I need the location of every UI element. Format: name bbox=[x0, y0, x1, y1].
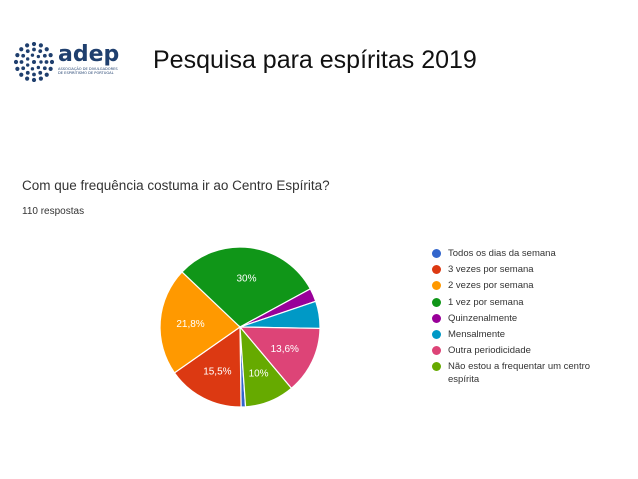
pie-slice bbox=[173, 325, 242, 408]
pie-slice bbox=[159, 271, 241, 374]
pie-slice-label: 10% bbox=[249, 368, 269, 379]
legend-swatch bbox=[432, 346, 441, 356]
legend-item: 2 vezes por semana bbox=[432, 279, 632, 292]
pie-slice bbox=[181, 246, 312, 328]
legend-label: 2 vezes por semana bbox=[448, 280, 534, 292]
legend-swatch bbox=[432, 265, 441, 275]
adep-logo: adep ASSOCIAÇÃO DE DIVULGADORES DE ESPIR… bbox=[14, 40, 124, 84]
slide-title: Pesquisa para espíritas 2019 bbox=[153, 46, 477, 74]
legend-item: 1 vez por semana bbox=[432, 296, 632, 309]
pie-slice bbox=[239, 325, 293, 408]
legend-item: 3 vezes por semana bbox=[432, 263, 632, 276]
pie-slice bbox=[238, 326, 321, 390]
legend-swatch bbox=[432, 297, 441, 307]
legend-label: Outra periodicidade bbox=[448, 345, 531, 357]
logo-subtitle: ASSOCIAÇÃO DE DIVULGADORES DE ESPIRITISM… bbox=[58, 67, 118, 76]
pie-slice-label: 15,5% bbox=[203, 367, 231, 378]
pie-slice-label: 30% bbox=[236, 273, 256, 284]
legend-label: Quinzenalmente bbox=[448, 312, 518, 324]
chart-legend: Todos os dias da semana 3 vezes por seman… bbox=[432, 247, 632, 390]
question-title: Com que frequência costuma ir ao Centro … bbox=[22, 178, 330, 193]
response-count: 110 respostas bbox=[22, 206, 85, 217]
legend-label: Não estou a frequentar um centro espírit… bbox=[448, 361, 591, 386]
legend-item: Mensalmente bbox=[432, 328, 632, 341]
legend-swatch bbox=[432, 362, 441, 372]
pie-slice-label: 21,8% bbox=[176, 319, 204, 330]
legend-item: Todos os dias da semana bbox=[432, 247, 632, 260]
adep-logo-icon bbox=[14, 42, 54, 82]
legend-item: Quinzenalmente bbox=[432, 312, 632, 325]
logo-text: adep bbox=[58, 42, 120, 67]
legend-swatch bbox=[432, 313, 441, 323]
legend-label: 3 vezes por semana bbox=[448, 264, 534, 276]
legend-swatch bbox=[432, 329, 441, 339]
pie-slice-label: 13,6% bbox=[271, 344, 299, 355]
legend-label: 1 vez por semana bbox=[448, 296, 524, 308]
legend-item: Não estou a frequentar um centro espírit… bbox=[432, 360, 632, 386]
legend-swatch bbox=[432, 281, 441, 291]
legend-label: Mensalmente bbox=[448, 328, 506, 340]
legend-swatch bbox=[432, 249, 441, 258]
pie-chart: 15,5% 21,8% 30% 13,6% 10% bbox=[159, 246, 321, 408]
legend-label: Todos os dias da semana bbox=[448, 248, 556, 259]
legend-item: Outra periodicidade bbox=[432, 344, 632, 357]
